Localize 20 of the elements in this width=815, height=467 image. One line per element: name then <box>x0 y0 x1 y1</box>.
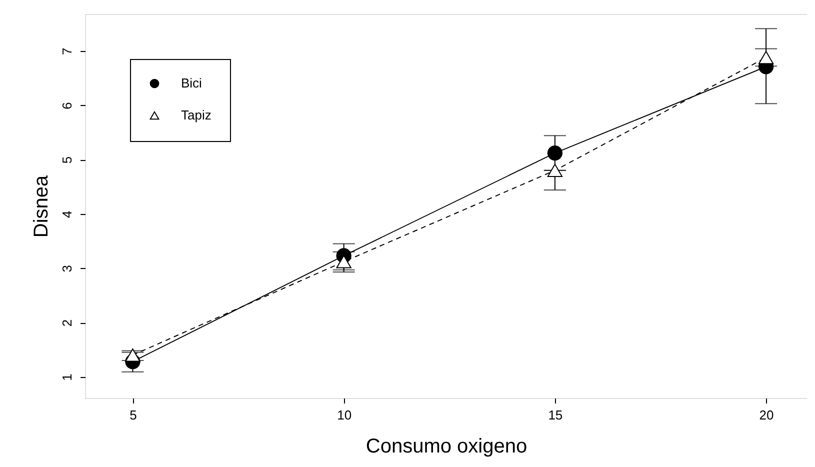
point <box>547 145 563 161</box>
point <box>547 164 563 178</box>
y-tick-label: 2 <box>60 319 74 327</box>
y-axis-title: Disnea <box>30 174 52 238</box>
y-tick-label: 7 <box>60 48 74 56</box>
x-tick-label: 10 <box>337 408 352 422</box>
point <box>758 50 774 64</box>
y-tick-label: 5 <box>60 156 74 164</box>
x-axis-title: Consumo oxigeno <box>366 436 528 458</box>
x-tick-label: 20 <box>759 408 774 422</box>
point <box>336 255 352 268</box>
x-tick-label: 5 <box>130 408 137 422</box>
point <box>125 348 140 362</box>
legend-label: Bici <box>181 76 202 90</box>
y-tick-label: 4 <box>60 210 74 218</box>
y-tick-label: 1 <box>60 374 74 381</box>
y-tick-label: 6 <box>60 102 74 110</box>
legend-label: Tapiz <box>181 108 212 122</box>
x-tick-label: 15 <box>548 408 563 422</box>
y-tick-label: 3 <box>60 265 74 272</box>
